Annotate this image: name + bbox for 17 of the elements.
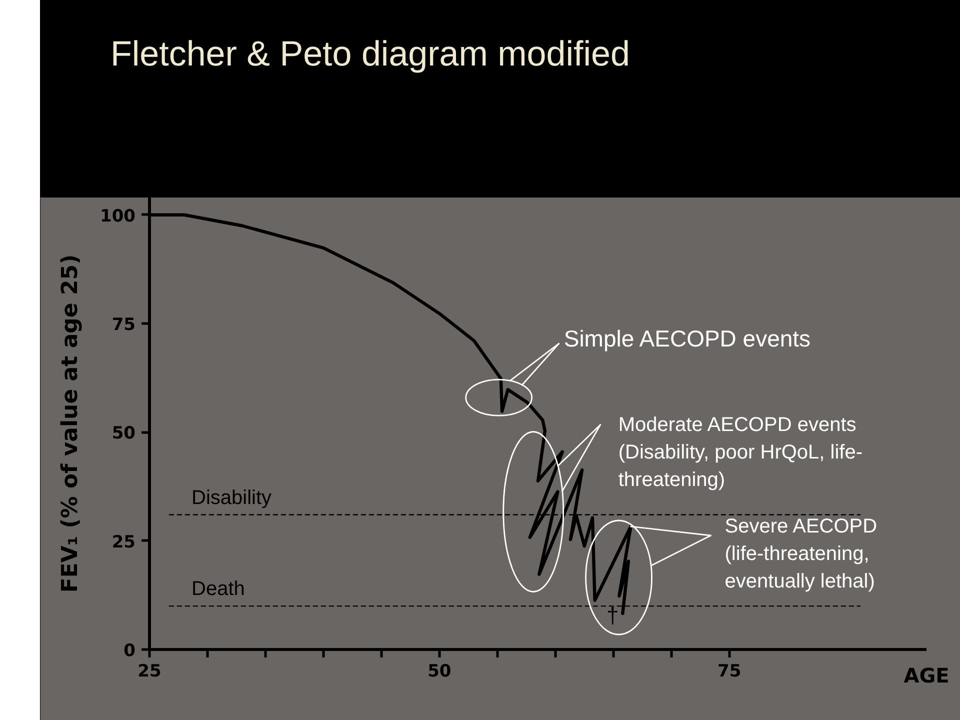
y-tick-label: 50 <box>112 424 136 444</box>
x-tick-label: 75 <box>718 662 742 682</box>
ref-line-label: Death <box>192 578 245 600</box>
y-tick-label: 25 <box>112 532 136 552</box>
x-axis-title: AGE <box>904 664 950 688</box>
annotation: Simple AECOPD events <box>564 326 811 352</box>
x-tick-label: 50 <box>428 662 452 682</box>
y-axis-title: FEV₁ (% of value at age 25) <box>58 254 84 593</box>
annotation: † <box>606 602 619 628</box>
y-tick-label: 0 <box>124 641 136 661</box>
annotation: Severe AECOPD (life-threatening, eventually lethal) <box>724 516 878 593</box>
x-tick-label: 25 <box>138 662 162 682</box>
y-tick-label: 75 <box>112 315 136 336</box>
y-tick-label: 100 <box>100 206 136 226</box>
chart-title: Fletcher & Peto diagram modified <box>110 34 630 74</box>
ref-line-label: Disability <box>192 486 272 509</box>
annotation: Moderate AECOPD events (Disability, poor HrQoL, life- threatening) <box>618 414 862 491</box>
